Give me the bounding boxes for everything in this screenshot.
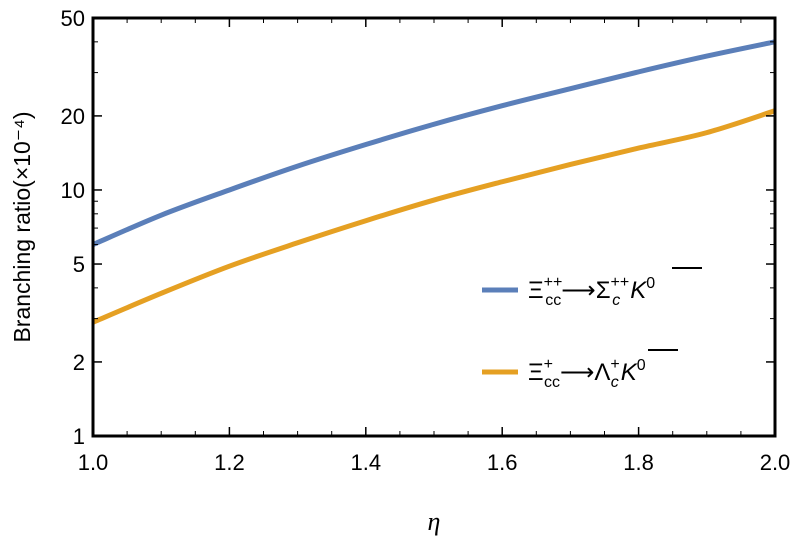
series-layer	[92, 39, 776, 325]
legend-label-xi-cc-plusplus: Ξ++ cc⟶Σ++ c K0	[528, 274, 655, 309]
legend-label-xi-cc-plus: Ξ+ cc⟶Λ+ cK0	[528, 356, 646, 391]
plot-frame	[91, 16, 777, 438]
x-tick-label: 1.4	[351, 450, 382, 475]
series-line-1	[92, 108, 776, 325]
series-line-0	[92, 39, 776, 247]
x-tick-label: 1.8	[623, 450, 654, 475]
axis-ticks: 1.0 1.2 1.4 1.6 1.8 2.0 1 2 5 10 20 50	[61, 6, 791, 475]
x-tick-label: 1.6	[487, 450, 518, 475]
y-tick-label: 50	[61, 6, 85, 31]
y-tick-label: 1	[73, 424, 85, 449]
y-tick-label: 5	[73, 252, 85, 277]
y-tick-label: 2	[73, 350, 85, 375]
legend: Ξ++ cc⟶Σ++ c K0 Ξ+ cc⟶Λ+ cK0	[482, 267, 702, 391]
y-tick-label: 10	[61, 178, 85, 203]
x-tick-label: 1.0	[78, 450, 109, 475]
x-tick-label: 1.2	[214, 450, 245, 475]
x-axis-title: η	[428, 507, 441, 536]
y-axis-title: Branching ratio(×10⁻⁴)	[9, 111, 35, 342]
y-tick-label: 20	[61, 104, 85, 129]
x-tick-label: 2.0	[760, 450, 791, 475]
